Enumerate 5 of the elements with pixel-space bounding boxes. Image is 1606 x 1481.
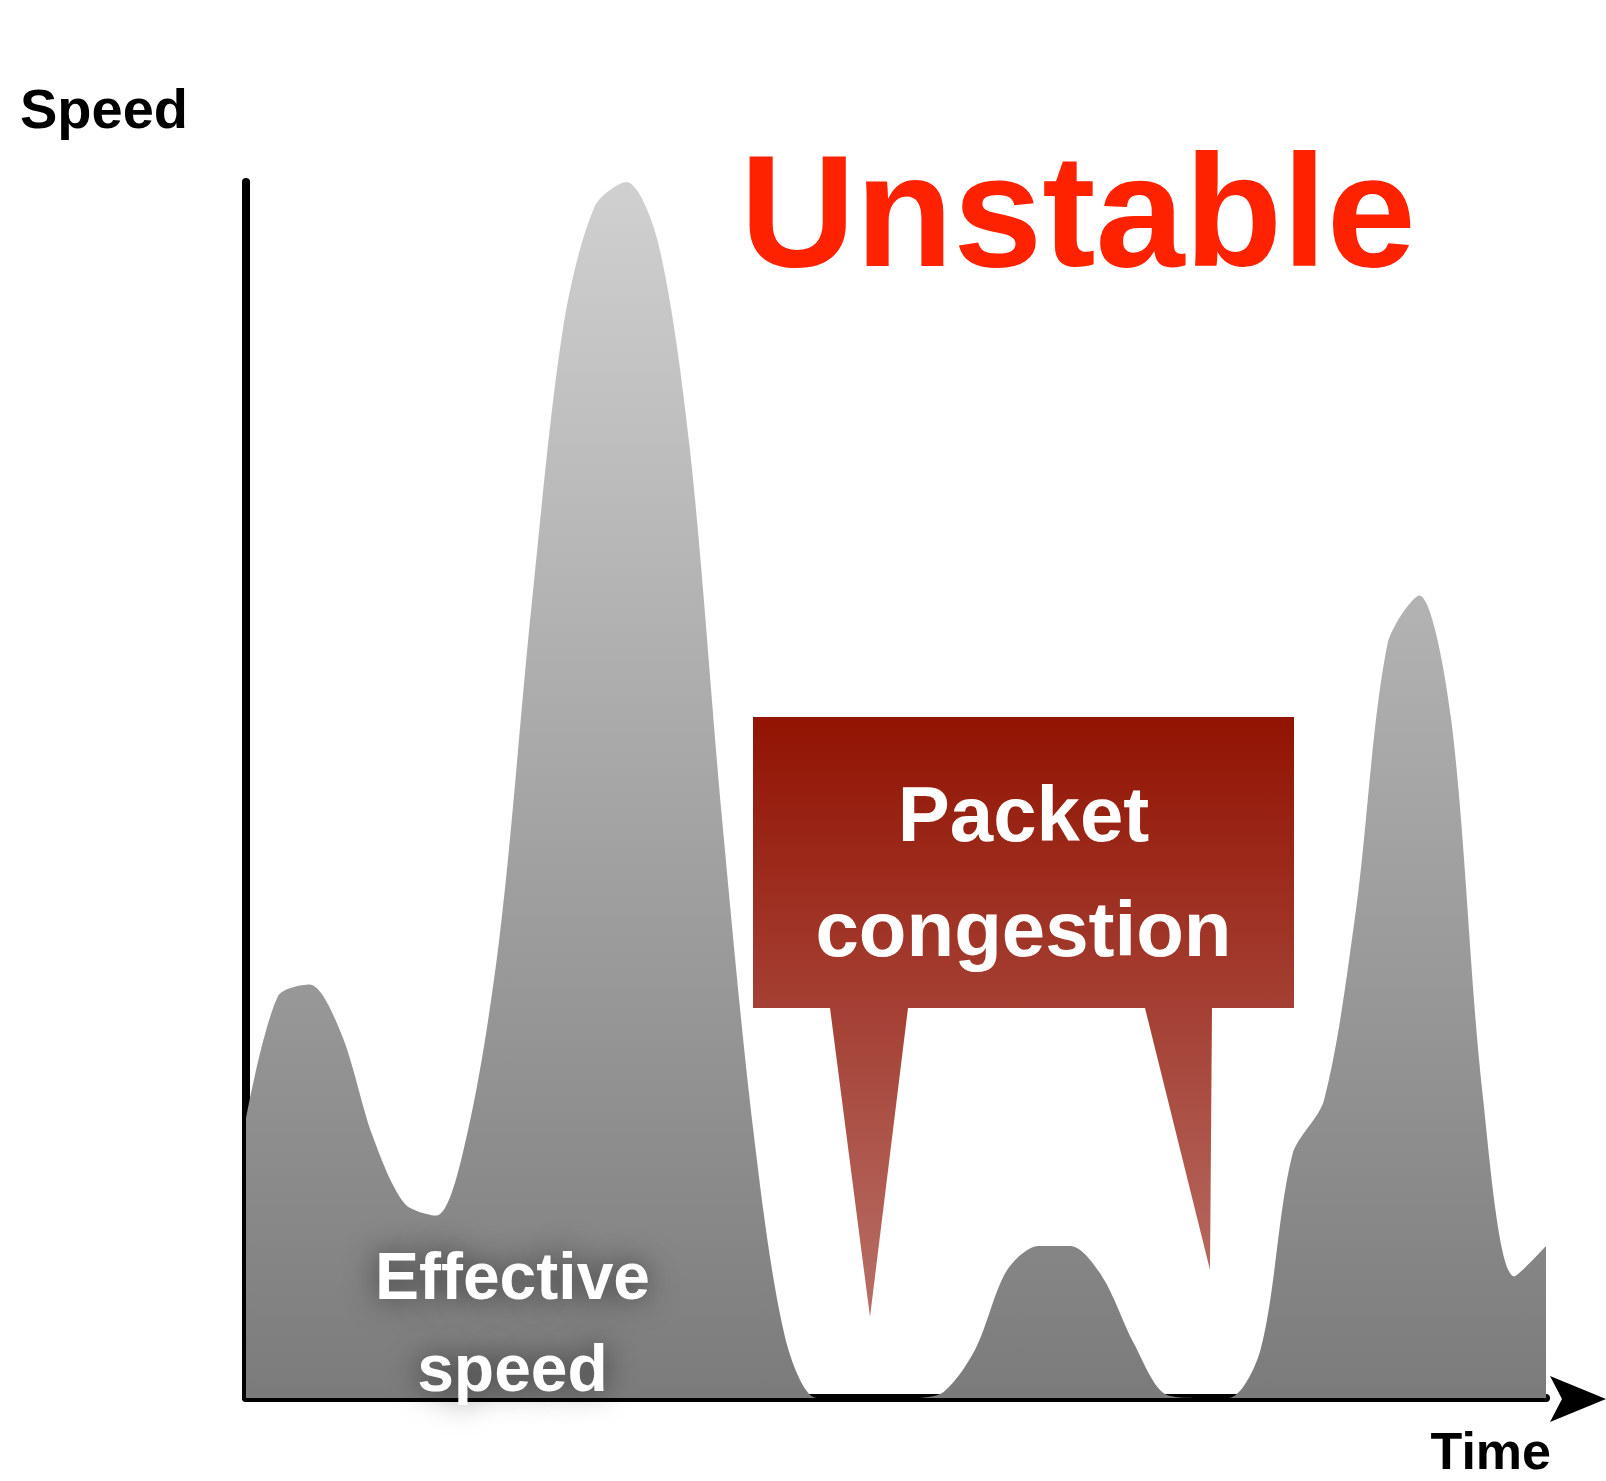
chart-title: Unstable bbox=[740, 120, 1416, 300]
x-axis-title: Time bbox=[1430, 1422, 1552, 1480]
y-axis-title: Speed bbox=[20, 76, 189, 140]
annotation: Packet congestion bbox=[814, 769, 1233, 975]
annotation: Effective speed bbox=[373, 1238, 652, 1407]
